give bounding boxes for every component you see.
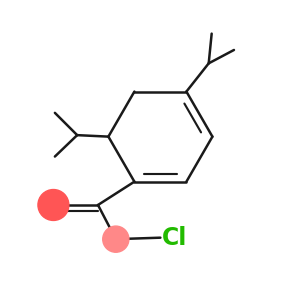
Text: Cl: Cl (162, 226, 187, 250)
Circle shape (38, 190, 69, 220)
Circle shape (103, 226, 129, 252)
